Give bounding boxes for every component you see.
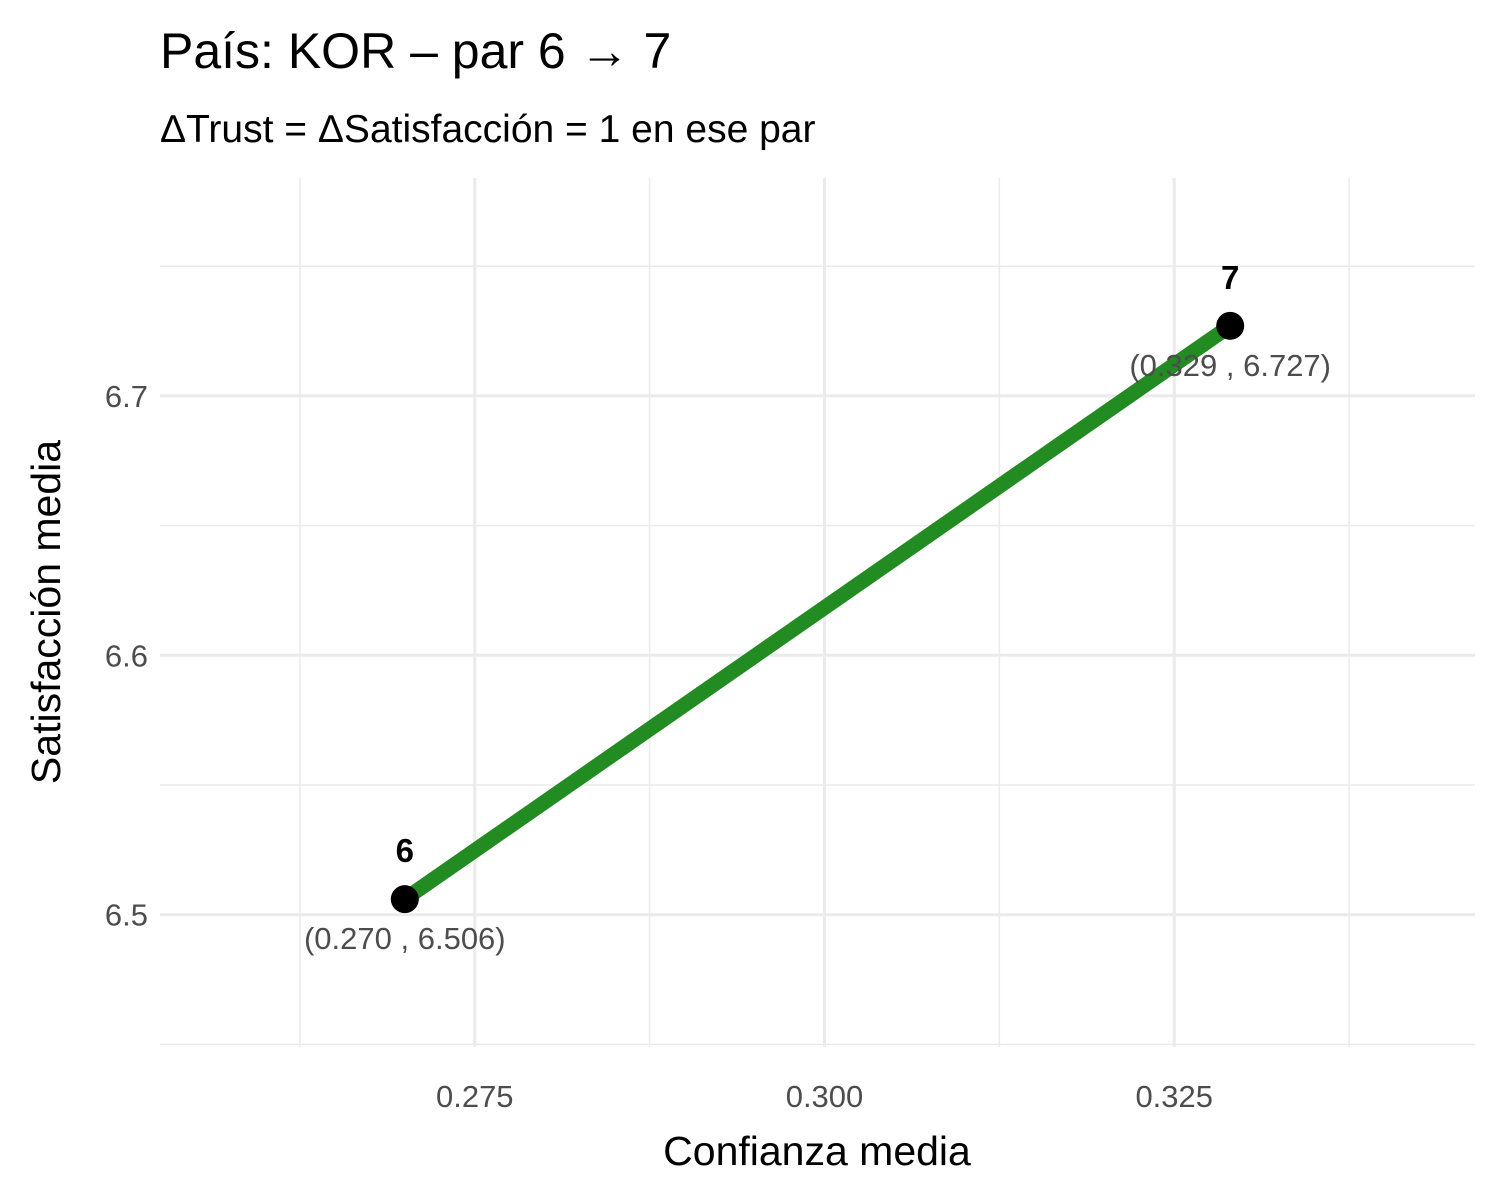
coord-label-7: (0.329 , 6.727): [1129, 348, 1331, 383]
coord-label-6: (0.270 , 6.506): [304, 921, 506, 956]
x-axis-title: Confianza media: [663, 1128, 971, 1174]
data-point-7: [1216, 311, 1245, 340]
points-group: 6 (0.270 , 6.506) 7 (0.329 , 6.727): [304, 259, 1331, 956]
point-label-7: 7: [1221, 259, 1239, 296]
y-axis-ticks: 6.5 6.6 6.7: [105, 379, 148, 933]
data-point-6: [390, 885, 419, 914]
series-line-group: [400, 319, 1235, 906]
x-tick-label: 0.275: [436, 1079, 514, 1114]
y-tick-label: 6.7: [105, 379, 148, 414]
x-tick-label: 0.325: [1135, 1079, 1213, 1114]
chart-title: País: KOR – par 6 → 7: [160, 23, 671, 79]
chart-subtitle: ΔTrust = ΔSatisfacción = 1 en ese par: [160, 108, 815, 151]
x-axis-ticks: 0.275 0.300 0.325: [436, 1079, 1213, 1114]
y-tick-label: 6.5: [105, 898, 148, 933]
major-gridlines: [160, 178, 1475, 1047]
y-axis-title: Satisfacción media: [23, 440, 69, 784]
point-label-6: 6: [396, 832, 414, 869]
y-tick-label: 6.6: [105, 638, 148, 673]
x-tick-label: 0.300: [786, 1079, 864, 1114]
minor-gridlines: [160, 178, 1475, 1047]
series-line: [400, 319, 1235, 906]
